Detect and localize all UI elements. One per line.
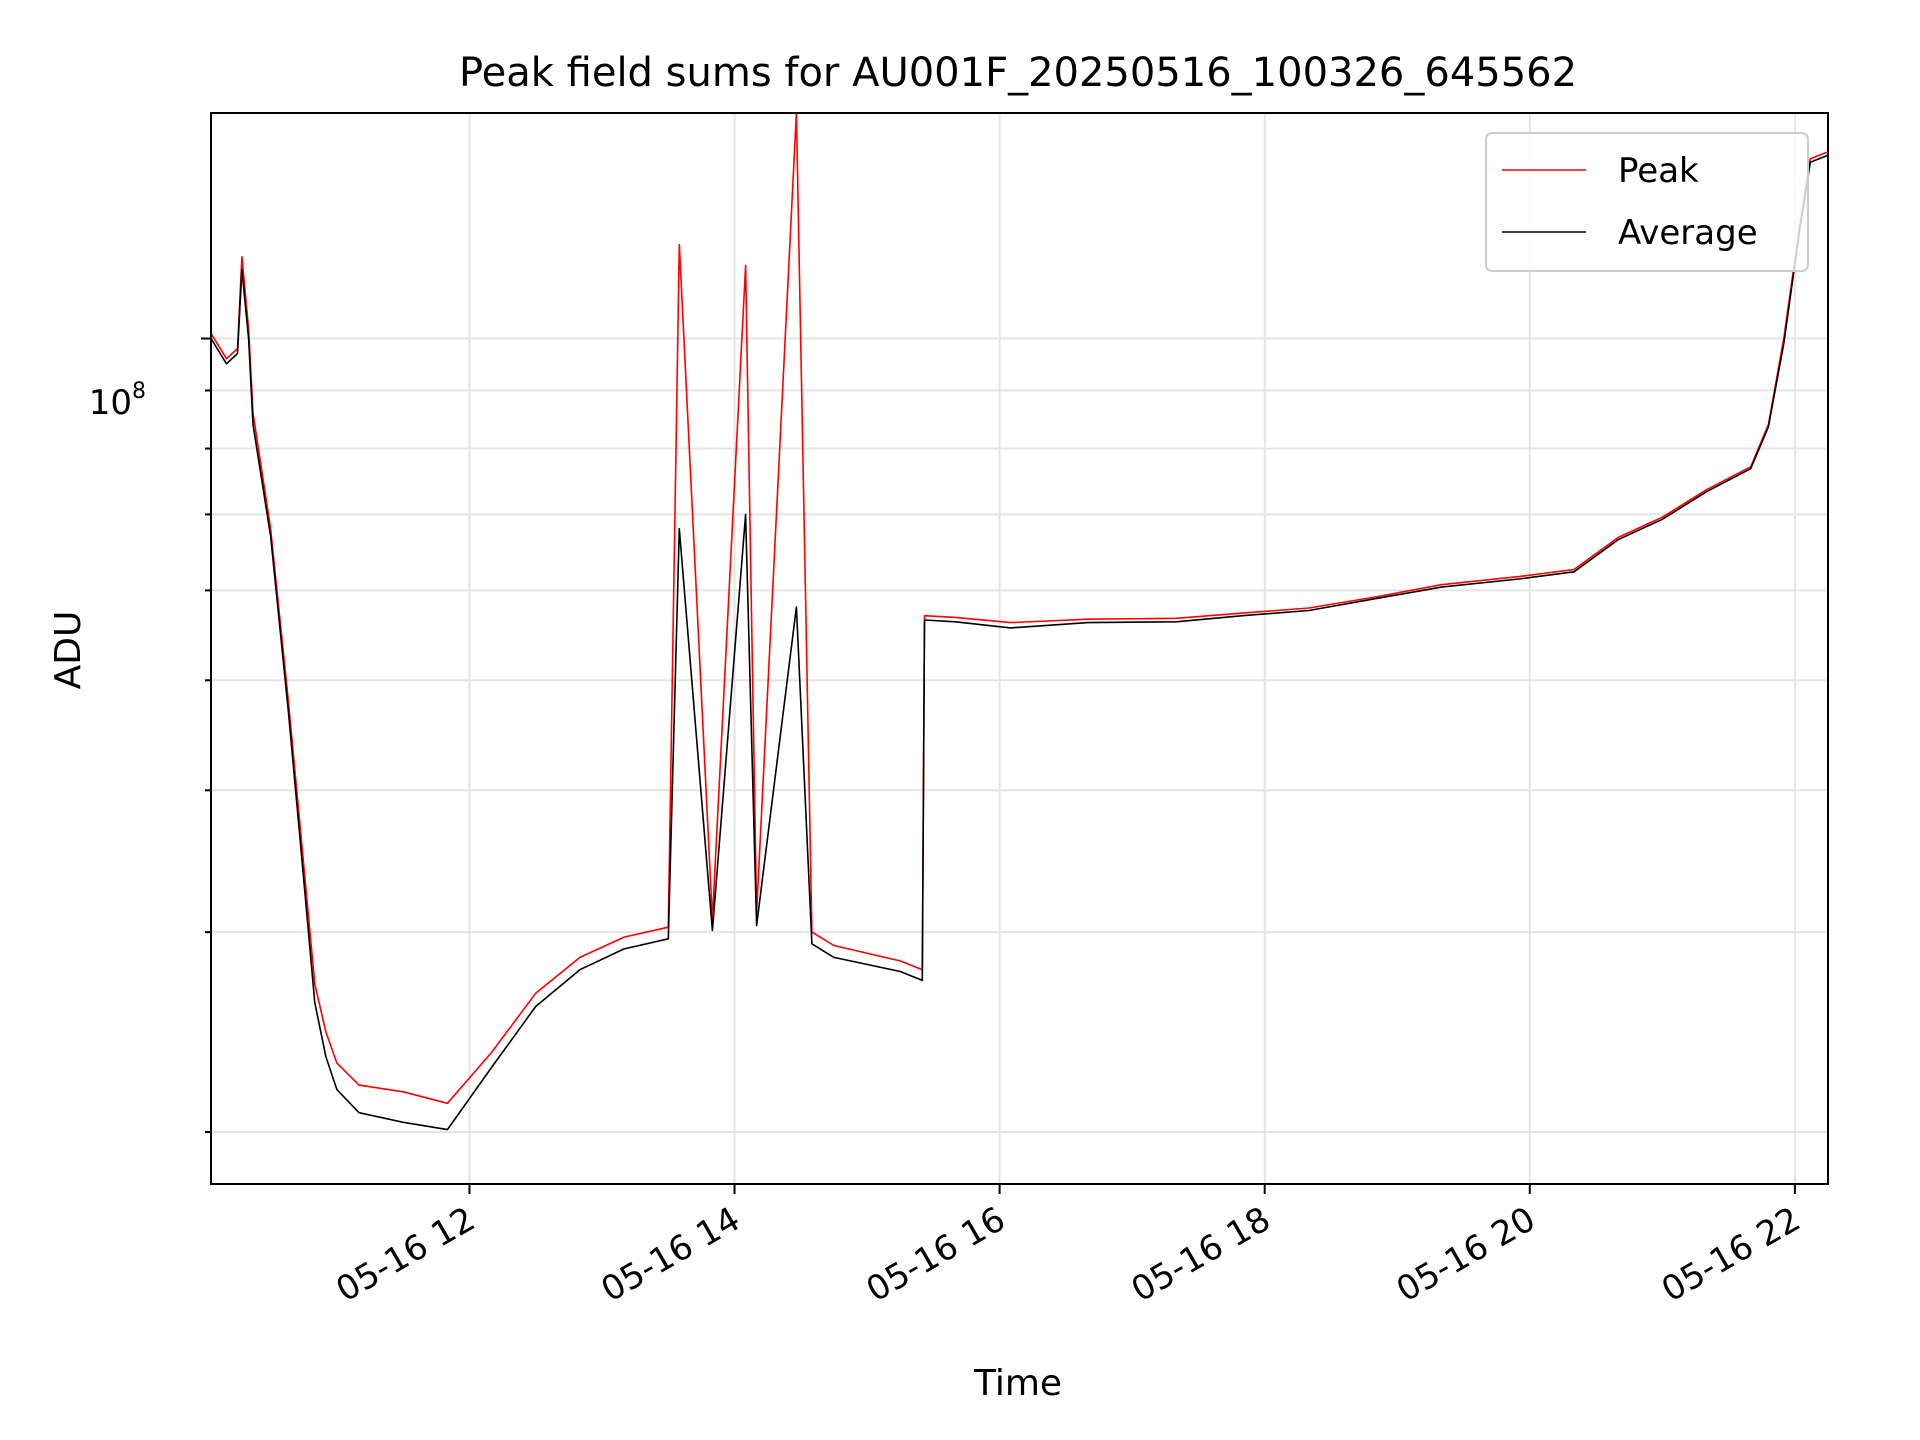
series-line-average bbox=[210, 154, 1829, 1131]
legend: Peak Average bbox=[1485, 132, 1809, 272]
x-axis-label: Time bbox=[973, 1363, 1062, 1404]
y-axis-label: ADU bbox=[48, 611, 89, 690]
legend-average-label: Average bbox=[1618, 213, 1758, 253]
legend-box bbox=[1485, 132, 1809, 272]
grid-lines bbox=[211, 113, 1828, 1184]
legend-peak-label: Peak bbox=[1618, 151, 1699, 191]
y-tick-label: 108 bbox=[89, 379, 146, 423]
chart-title: Peak field sums for AU001F_20250516_1003… bbox=[459, 50, 1577, 96]
plot-frame bbox=[210, 112, 1829, 1185]
